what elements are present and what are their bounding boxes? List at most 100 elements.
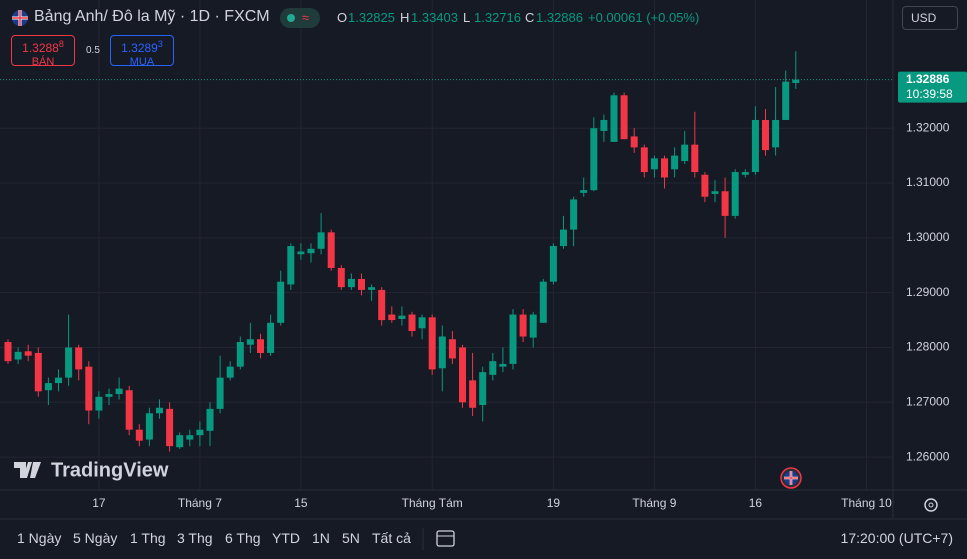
candle-body (479, 372, 487, 406)
candle-body (671, 155, 679, 170)
sell-price-row: 1.32888 (12, 39, 74, 55)
candle-body (731, 172, 739, 216)
candle-body (600, 119, 608, 131)
ohlc-value: 1.32886 (536, 10, 583, 25)
candle-body (75, 347, 83, 370)
candle-body (438, 336, 446, 369)
buy-button[interactable]: 1.32893 MUA (110, 35, 174, 68)
event-flag[interactable] (780, 467, 802, 489)
clock[interactable]: 17:20:00 (UTC+7) (840, 530, 953, 546)
buy-price-row: 1.32893 (111, 39, 173, 55)
sell-button[interactable]: 1.32888 BÁN (11, 35, 75, 68)
candle-body (792, 79, 800, 83)
symbol-title[interactable]: Bảng Anh/ Đô la Mỹ · 1D · FXCM (34, 8, 270, 25)
gear-icon[interactable] (924, 498, 938, 512)
candle-body (509, 314, 517, 364)
x-tick-label: 16 (749, 496, 763, 510)
candle-body (85, 366, 93, 411)
range-button[interactable]: Tất cả (372, 530, 411, 546)
range-button[interactable]: 1 Thg (130, 530, 166, 546)
ohlc-value: 1.32825 (348, 10, 395, 25)
candle-body (267, 322, 275, 353)
range-button[interactable]: 5 Ngày (73, 530, 118, 546)
candle-body (307, 248, 315, 254)
range-button[interactable]: YTD (272, 530, 300, 546)
x-tick-label: Tháng 9 (632, 496, 676, 510)
buy-price: 1.3289 (121, 41, 158, 55)
flag-cross-red (784, 471, 798, 485)
range-button[interactable]: 1 Ngày (17, 530, 62, 546)
sell-label: BÁN (31, 56, 55, 68)
sell-price: 1.3288 (22, 41, 59, 55)
ohlc-label: C (525, 10, 535, 25)
spread: 0.5 (86, 45, 100, 56)
y-tick-label: 1.30000 (906, 230, 950, 244)
range-button[interactable]: 1N (312, 530, 330, 546)
candle-body (125, 390, 133, 430)
price-change: +0.00061 (+0.05%) (588, 10, 700, 25)
y-tick-label: 1.29000 (906, 285, 950, 299)
candle-body (34, 352, 42, 392)
range-button[interactable]: 5N (342, 530, 360, 546)
candle-body (762, 119, 769, 151)
candle-body (236, 341, 244, 367)
candle-body (428, 317, 436, 370)
x-tick-label: 15 (294, 496, 308, 510)
candle-body (741, 172, 749, 175)
candle-body (448, 339, 456, 359)
candle-body (135, 429, 143, 441)
candle-body (186, 435, 194, 440)
date-range-button[interactable] (436, 530, 455, 547)
range-button[interactable]: 6 Thg (225, 530, 261, 546)
candle-body (661, 158, 668, 178)
candle-body (257, 339, 264, 353)
candle-body (640, 147, 648, 173)
candle-body (650, 158, 658, 170)
candle-body (358, 278, 365, 290)
buy-label: MUA (129, 56, 155, 68)
candle-body (226, 366, 234, 378)
candle-body (246, 339, 254, 345)
candle-body (44, 383, 52, 391)
ohlc-label: H (400, 10, 410, 25)
currency-button[interactable]: USD (902, 6, 958, 30)
candle-body (691, 144, 699, 173)
settings-button[interactable] (924, 498, 938, 512)
candle-body (398, 315, 406, 319)
price-tag-value: 1.32886 (906, 72, 950, 86)
candle-body (681, 144, 689, 162)
candle-body (529, 314, 537, 338)
candle-body (610, 95, 618, 142)
candle-body (560, 229, 567, 247)
x-tick-label: Tháng 10 (841, 496, 892, 510)
candle-body (65, 347, 73, 378)
symbol-flag (12, 10, 28, 26)
status-dot (287, 14, 295, 22)
candle-body (95, 396, 103, 411)
candle-body (630, 136, 638, 148)
logo-icon (14, 462, 41, 478)
candle-body (337, 267, 345, 288)
candle-body (105, 394, 113, 397)
sell-pip: 8 (58, 39, 64, 49)
candle-body (176, 435, 184, 448)
brand: TradingView (51, 459, 169, 481)
candle-body (751, 119, 759, 173)
range-button[interactable]: 3 Thg (177, 530, 213, 546)
candle-body (297, 251, 305, 255)
calendar-icon[interactable] (436, 530, 455, 547)
ohlc-label: L (463, 10, 471, 25)
gear-center (928, 502, 934, 508)
candle-body (115, 388, 123, 395)
candle-body (347, 278, 355, 288)
price-tag-countdown: 10:39:58 (906, 87, 953, 101)
candle-body (368, 287, 376, 290)
status-icon: ≈ (302, 10, 310, 25)
candle-body (469, 380, 477, 408)
candle-body (539, 281, 547, 323)
market-status[interactable]: ≈ (280, 8, 320, 28)
candle-body (772, 119, 780, 148)
candle-body (55, 377, 62, 384)
